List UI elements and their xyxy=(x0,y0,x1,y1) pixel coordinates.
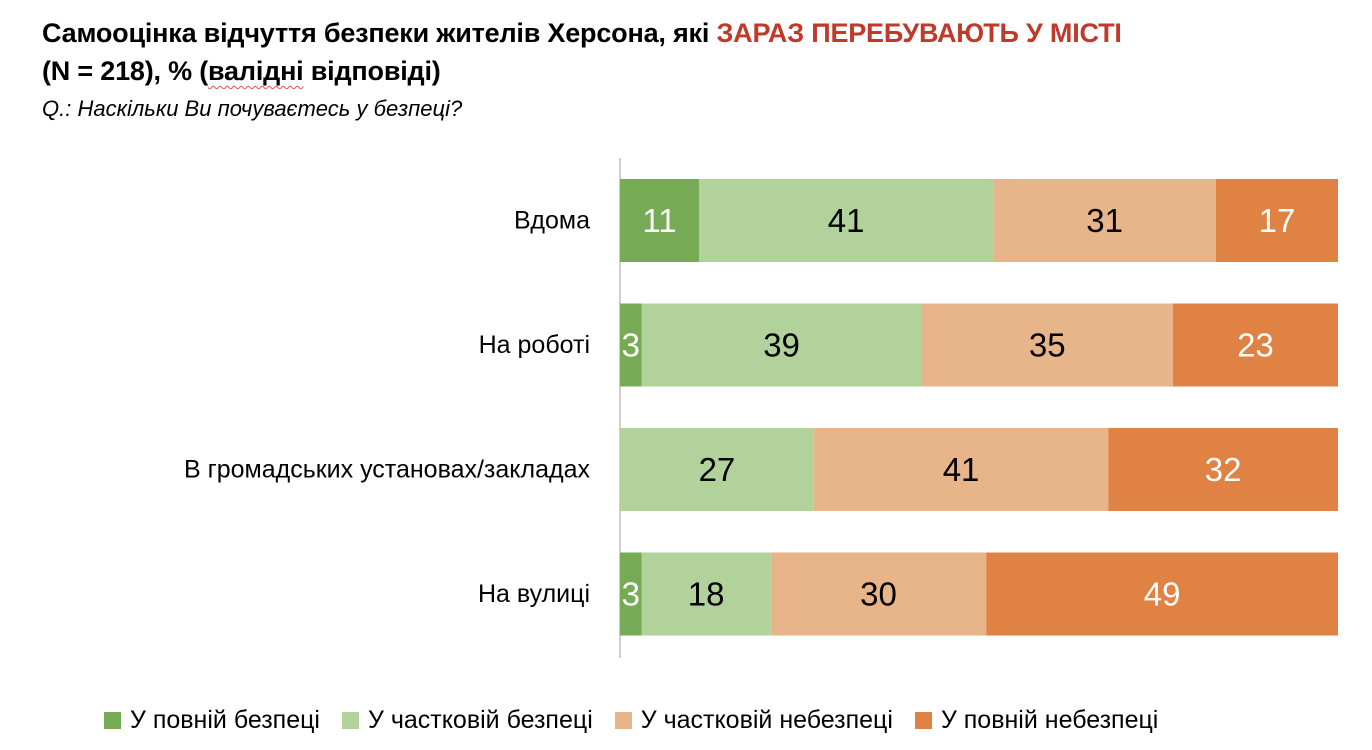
legend-label: У повній безпеці xyxy=(130,706,320,734)
bar-segment xyxy=(620,303,642,387)
category-label: На роботі xyxy=(479,331,590,359)
data-label: 23 xyxy=(1237,327,1274,364)
stacked-bar-chart: Вдома 11 41 31 17 На роботі 3 39 35 23 В громадськ… xyxy=(184,158,1338,658)
chart-title: Самооцінка відчуття безпеки жителів Херс… xyxy=(42,14,1352,90)
title-part2: (N = 218), % ( xyxy=(42,56,209,86)
bar-segment xyxy=(993,179,1216,262)
bar-segment xyxy=(620,179,699,262)
data-label: 35 xyxy=(1029,327,1066,364)
legend-swatch xyxy=(342,712,359,729)
legend-label: У частковій небезпеці xyxy=(640,706,893,734)
bar-segment xyxy=(1215,179,1338,262)
title-underlined: валідні xyxy=(208,56,304,86)
bar-segment xyxy=(641,303,922,387)
legend-swatch xyxy=(614,712,632,729)
data-label: 39 xyxy=(763,327,800,364)
category-label: На вулиці xyxy=(478,580,590,608)
legend-item: У частковій небезпеці xyxy=(614,706,893,735)
title-highlight: ЗАРАЗ ПЕРЕБУВАЮТЬ У МІСТІ xyxy=(716,18,1122,48)
legend-swatch xyxy=(914,712,932,729)
chart-legend: У повній безпеці У частковій безпеці У час… xyxy=(104,706,1180,735)
legend-label: У частковій безпеці xyxy=(368,706,593,734)
bar-segment xyxy=(770,552,987,636)
bar-segment xyxy=(641,552,771,636)
data-label: 49 xyxy=(1144,576,1181,613)
category-label: В громадських установах/закладах xyxy=(184,456,591,484)
data-label: 41 xyxy=(828,202,865,239)
bar-segment xyxy=(1108,428,1338,511)
legend-swatch xyxy=(104,712,121,729)
data-label: 17 xyxy=(1259,202,1296,239)
data-label: 18 xyxy=(688,576,725,613)
bar-segment xyxy=(986,552,1338,636)
bar-segment xyxy=(921,303,1173,387)
legend-item: У повній безпеці xyxy=(104,706,320,735)
chart-subtitle: Q.: Наскільки Ви почуваєтесь у безпеці? xyxy=(42,96,463,121)
title-part1: Самооцінка відчуття безпеки жителів Херс… xyxy=(42,18,717,48)
category-label: Вдома xyxy=(514,207,590,235)
bar-segment xyxy=(620,552,642,636)
bar-segment xyxy=(813,428,1109,511)
data-label: 30 xyxy=(860,576,897,613)
data-label: 3 xyxy=(622,327,641,364)
title-part3: відповіді) xyxy=(303,56,441,86)
legend-item: У частковій безпеці xyxy=(342,706,593,735)
data-label: 27 xyxy=(699,451,736,488)
bar-segment xyxy=(698,179,994,262)
data-label: 3 xyxy=(622,576,641,613)
data-label: 32 xyxy=(1205,451,1242,488)
legend-item: У повній небезпеці xyxy=(914,706,1159,735)
legend-label: У повній небезпеці xyxy=(940,706,1159,734)
bar-segment xyxy=(1172,303,1338,387)
bar-segment xyxy=(620,428,814,511)
data-label: 41 xyxy=(943,451,980,488)
data-label: 31 xyxy=(1086,202,1123,239)
data-label: 11 xyxy=(642,202,676,239)
